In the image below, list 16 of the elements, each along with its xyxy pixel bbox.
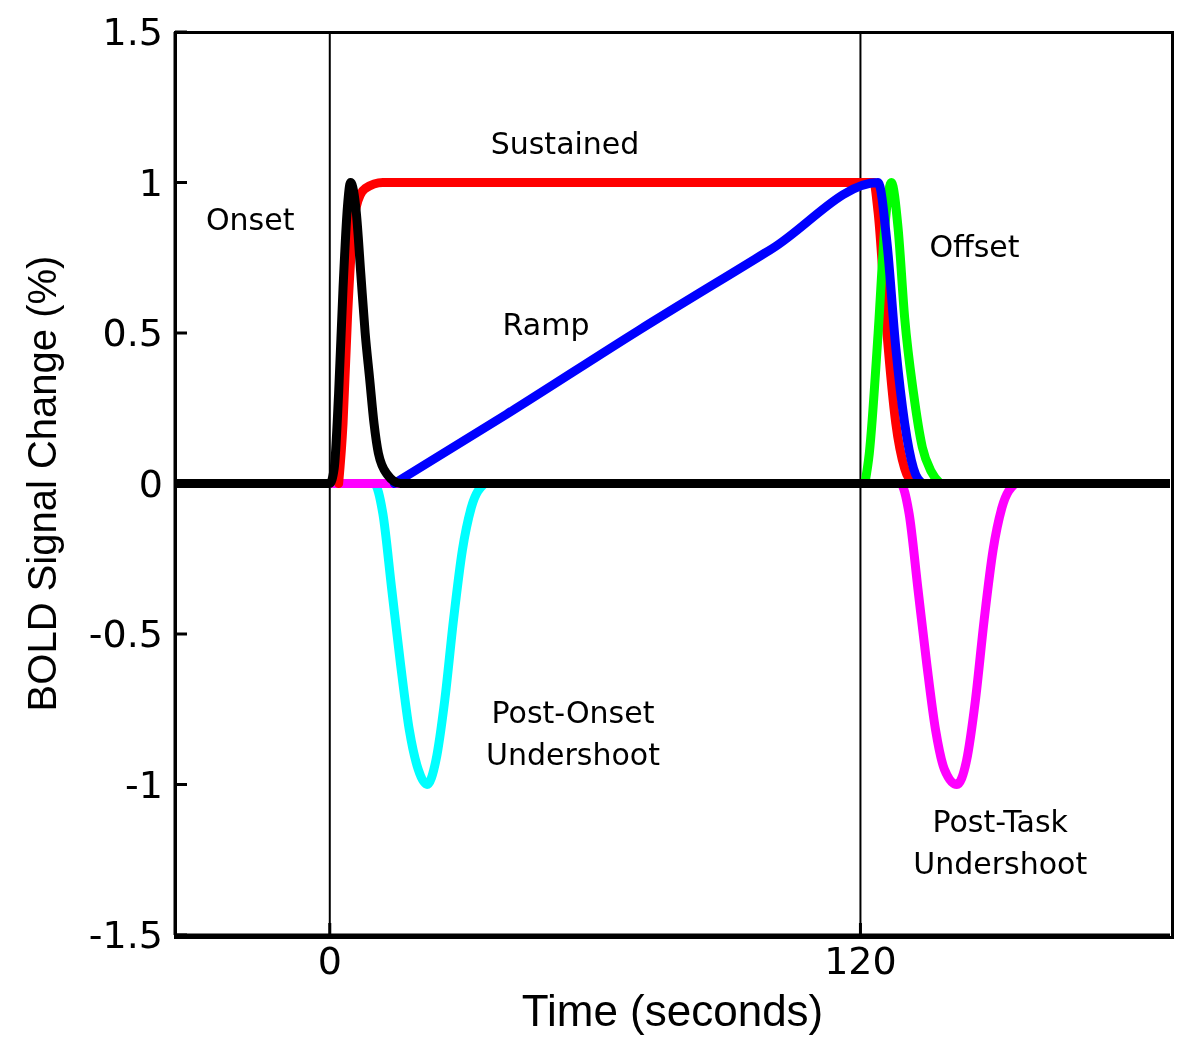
series-label: Offset: [929, 228, 1020, 264]
y-tick-label: 1: [138, 160, 163, 205]
x-tick-label: 120: [824, 938, 897, 983]
series-label: Post-Task Undershoot: [913, 803, 1088, 881]
series-label: Ramp: [502, 306, 590, 342]
y-tick-label: 0.5: [102, 311, 163, 356]
y-tick-label: -1: [125, 762, 163, 807]
y-tick-label: 1.5: [102, 10, 163, 55]
series-label: Onset: [205, 201, 295, 237]
y-tick-label: 0: [138, 461, 163, 506]
y-axis-title: BOLD Signal Change (%): [20, 255, 65, 712]
y-tick-label: -1.5: [88, 913, 163, 958]
x-axis-title: Time (seconds): [521, 986, 824, 1035]
y-tick-label: -0.5: [88, 612, 163, 657]
series-label: Sustained: [490, 125, 640, 161]
series-label: Post-Onset Undershoot: [486, 694, 661, 772]
